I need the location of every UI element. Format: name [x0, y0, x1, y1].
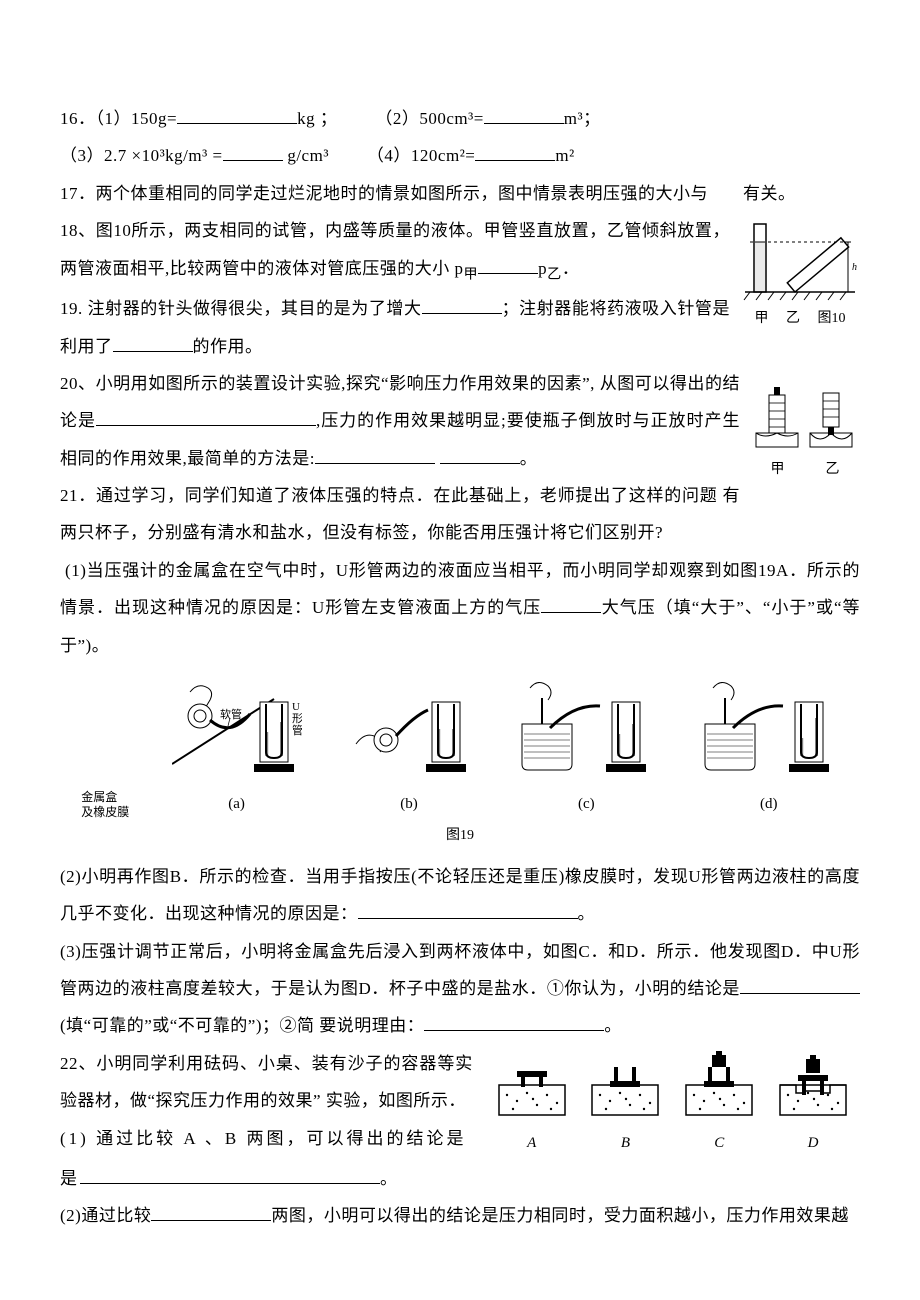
- q22-fig: A B C: [485, 1045, 860, 1160]
- q21-p2: (2)小明再作图B．所示的检查．当用手指按压(不论轻压还是重压)橡皮膜时，发现U…: [60, 858, 860, 933]
- fig10-caption: 甲 乙 图10: [740, 304, 860, 335]
- q16-line1: 16．（1）150g= kg ； （2）500cm³= m³；: [60, 100, 860, 137]
- q22-layout: 22、小明同学利用砝码、小桌、装有沙子的容器等实验器材，做“探究压力作用的效果”…: [60, 1045, 860, 1160]
- q22-lbl-a: A: [493, 1127, 571, 1160]
- fig19-a: 软管 U 形 管 (a): [172, 674, 302, 821]
- q22-lbl-d: D: [774, 1127, 852, 1160]
- svg-text:软管: 软管: [220, 707, 242, 721]
- fig19-a-label: (a): [172, 788, 302, 821]
- q21-p2b: 。: [578, 904, 596, 923]
- q18-sub2: 乙: [547, 266, 562, 282]
- q20-t3: 。: [520, 449, 538, 468]
- blank: [358, 903, 578, 919]
- q19-t3: 的作用。: [193, 337, 263, 356]
- fig19-side-labels: 金属盒 及橡皮膜: [81, 790, 129, 821]
- q18-t3: ．: [562, 259, 580, 278]
- blank: [475, 145, 555, 161]
- blank: [484, 108, 564, 124]
- fig19-c: (c): [516, 674, 656, 821]
- svg-text:h: h: [852, 262, 857, 273]
- side-label-1: 金属盒: [81, 790, 129, 806]
- blank: [223, 145, 283, 161]
- q16-2c: （4）120cm²=: [367, 146, 475, 165]
- blank: [478, 257, 538, 273]
- q20-label-a: 甲: [771, 455, 785, 486]
- q16-1c: （2）500cm³=: [375, 109, 483, 128]
- q16-2a: （3）2.7 ×10³kg/m³ =: [60, 146, 223, 165]
- q22-p2: (2)通过比较 两图，小明可以得出的结论是压力相同时，受力面积越小，压力作用效果越: [60, 1197, 860, 1234]
- q22-lbl-b: B: [586, 1127, 664, 1160]
- blank: [315, 447, 435, 463]
- q22-p2a: (2)通过比较: [60, 1206, 151, 1225]
- fig19-d: (d): [699, 674, 839, 821]
- fig19-b: (b): [344, 674, 474, 821]
- blank: [422, 298, 502, 314]
- blank: [151, 1205, 271, 1221]
- q16-2b: g/cm³: [283, 146, 329, 165]
- fig19-caption: 图19: [60, 821, 860, 852]
- q18-sub1: 甲: [464, 266, 479, 282]
- q20: 20、小明用如图所示的装置设计实验,探究“影响压力作用效果的因素”, 从图可以得…: [60, 365, 860, 477]
- blank: [80, 1167, 380, 1183]
- blank: [177, 108, 297, 124]
- fig19-b-label: (b): [344, 788, 474, 821]
- fig-bottles-svg: [750, 375, 860, 455]
- q22-p1: (1) 通过比较 A 、B 两图，可以得出的结论是: [60, 1120, 473, 1157]
- q22-p1b: 。: [380, 1169, 400, 1188]
- q16-1a: 16．（1）150g=: [60, 109, 177, 128]
- fig19-row: 金属盒 及橡皮膜 软管 U 形 管 (a): [60, 674, 860, 821]
- q16-line2: （3）2.7 ×10³kg/m³ = g/cm³ （4）120cm²= m²: [60, 137, 860, 174]
- q22-fig-c: C: [680, 1045, 758, 1160]
- q19-t1: 19. 注射器的针头做得很尖，其目的是为了增大: [60, 299, 422, 318]
- q16-2d: m²: [555, 146, 574, 165]
- svg-text:U: U: [292, 701, 300, 713]
- fig19-d-label: (d): [699, 788, 839, 821]
- fig-bottles: 甲 乙: [750, 375, 860, 486]
- q22-fig-d: D: [774, 1045, 852, 1160]
- q20-label-b: 乙: [826, 455, 840, 486]
- q22-fig-b: B: [586, 1045, 664, 1160]
- svg-text:管: 管: [292, 723, 302, 737]
- q18-t2: p: [538, 259, 547, 278]
- q21-p1: (1)当压强计的金属盒在空气中时，U形管两边的液面应当相平，而小明同学却观察到如…: [60, 552, 860, 664]
- svg-text:形: 形: [292, 712, 302, 725]
- side-label-2: 及橡皮膜: [81, 805, 129, 821]
- q22-intro: 22、小明同学利用砝码、小桌、装有沙子的容器等实验器材，做“探究压力作用的效果”…: [60, 1045, 473, 1120]
- blank: [440, 447, 520, 463]
- fig10-svg: h: [740, 212, 860, 302]
- q21-p3c: 。: [604, 1016, 622, 1035]
- fig10: h 甲 乙 图10: [740, 212, 860, 335]
- q21-intro: 21．通过学习，同学们知道了液体压强的特点．在此基础上，老师提出了这样的问题 有…: [60, 477, 860, 552]
- q22-p2b: 两图，小明可以得出的结论是压力相同时，受力面积越小，压力作用效果越: [271, 1206, 849, 1225]
- blank: [541, 597, 601, 613]
- q22-p1a: (1) 通过比较 A 、B 两图，可以得出的结论是: [60, 1129, 467, 1148]
- blank: [113, 335, 193, 351]
- q16-1d: m³；: [564, 109, 601, 128]
- q17: 17．两个体重相同的同学走过烂泥地时的情景如图所示，图中情景表明压强的大小与 有…: [60, 175, 860, 212]
- q22-p1-blank: 是。: [60, 1160, 860, 1197]
- q22-fig-a: A: [493, 1045, 571, 1160]
- q22-lbl-c: C: [680, 1127, 758, 1160]
- fig19-c-label: (c): [516, 788, 656, 821]
- q21-p3b: (填“可靠的”或“不可靠的”)；②简 要说明理由：: [60, 1016, 424, 1035]
- blank: [424, 1015, 604, 1031]
- q18-t1: 18、图10所示，两支相同的试管，内盛等质量的液体。甲管竖直放置，乙管倾斜放置，…: [60, 221, 730, 277]
- q21-p3: (3)压强计调节正常后，小明将金属盒先后浸入到两杯液体中，如图C．和D．所示．他…: [60, 933, 860, 1045]
- blank: [96, 410, 316, 426]
- q16-1b: kg ；: [297, 109, 337, 128]
- blank: [740, 978, 860, 994]
